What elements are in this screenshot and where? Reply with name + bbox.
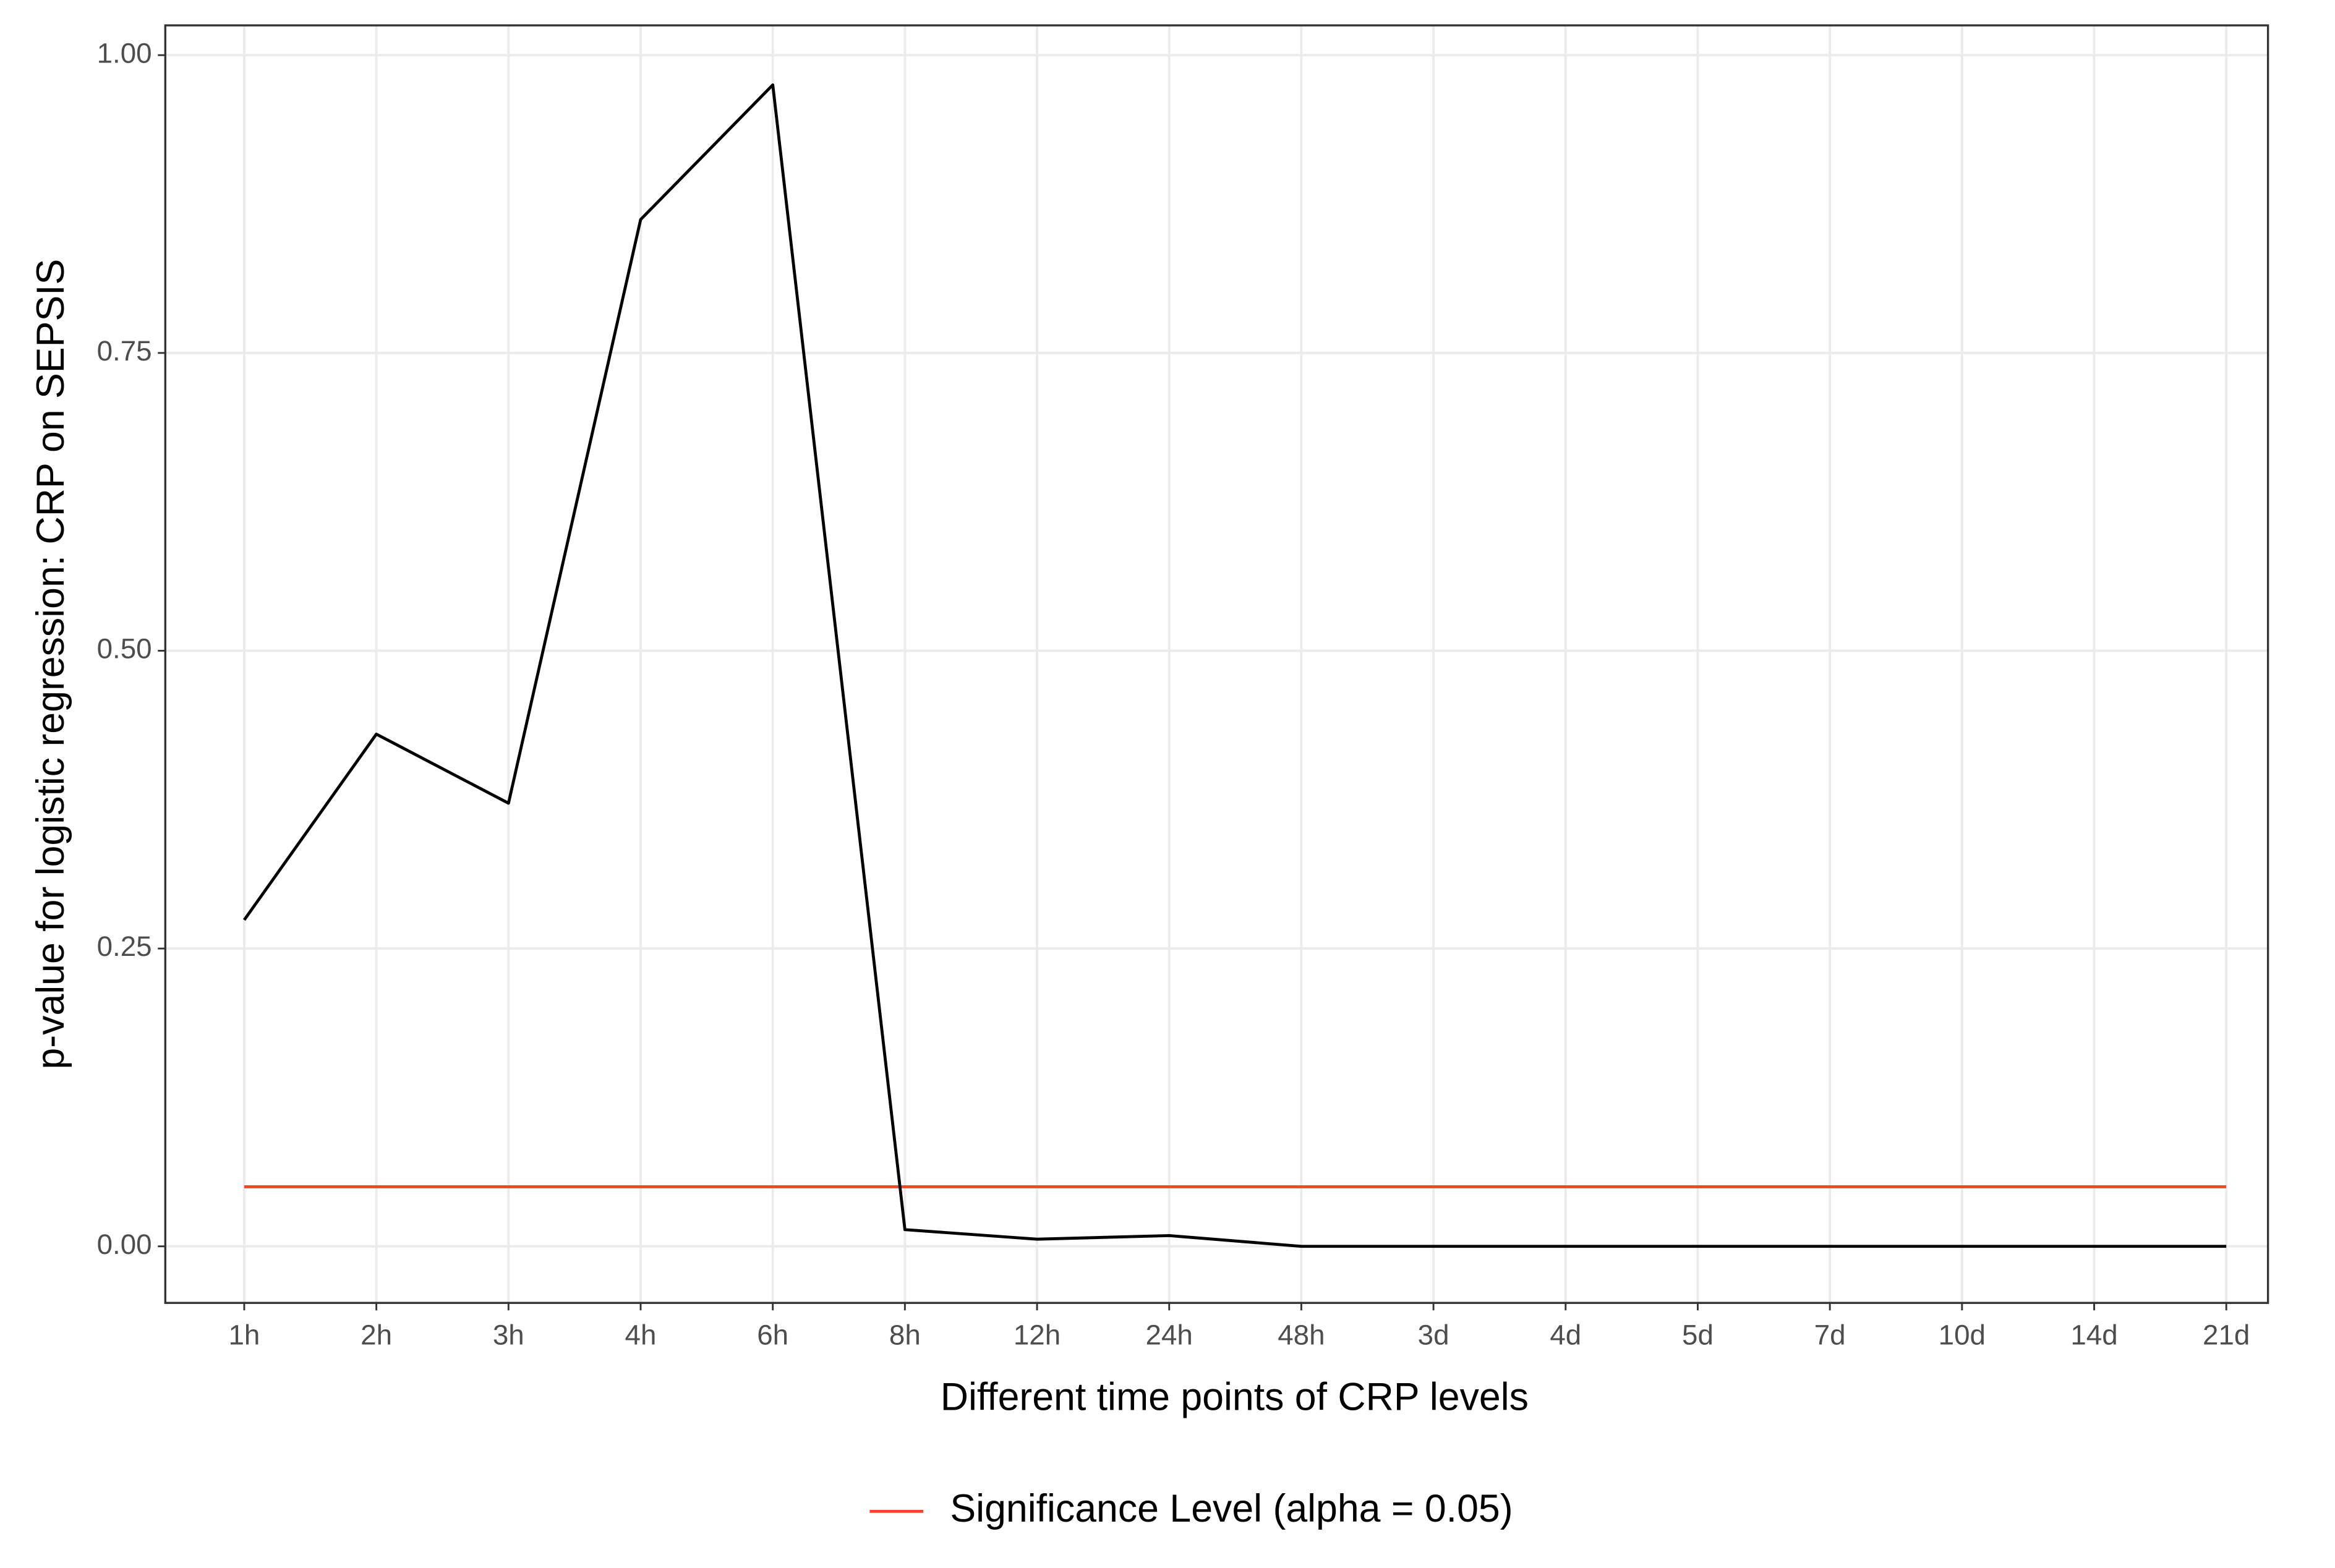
y-tick-label: 0.50	[97, 633, 152, 665]
x-tick-label: 14d	[2070, 1319, 2117, 1351]
x-axis-title: Different time points of CRP levels	[941, 1375, 1529, 1418]
data-line	[242, 83, 2227, 1248]
y-tick-label: 0.25	[97, 931, 152, 962]
y-tick-label: 1.00	[97, 37, 152, 69]
y-tick-label: 0.75	[97, 335, 152, 367]
x-tick-label: 8h	[889, 1319, 921, 1351]
legend-label: Significance Level (alpha = 0.05)	[950, 1487, 1513, 1530]
x-tick-label: 6h	[757, 1319, 788, 1351]
x-tick-label: 2h	[361, 1319, 392, 1351]
x-tick-label: 24h	[1146, 1319, 1193, 1351]
x-tick-label: 7d	[1814, 1319, 1846, 1351]
y-axis-title: p-value for logistic regression: CRP on …	[29, 259, 72, 1070]
x-tick-label: 21d	[2203, 1319, 2250, 1351]
panel-border	[164, 24, 2269, 1304]
x-tick-label: 4d	[1550, 1319, 1581, 1351]
x-tick-label: 4h	[625, 1319, 657, 1351]
x-tick-label: 10d	[1939, 1319, 1986, 1351]
x-tick-label: 3d	[1418, 1319, 1449, 1351]
x-tick-label: 3h	[493, 1319, 524, 1351]
x-tick-label: 12h	[1014, 1319, 1061, 1351]
x-tick-label: 48h	[1278, 1319, 1325, 1351]
x-tick-label: 5d	[1682, 1319, 1714, 1351]
y-tick-label: 0.00	[97, 1229, 152, 1260]
x-tick-label: 1h	[228, 1319, 260, 1351]
